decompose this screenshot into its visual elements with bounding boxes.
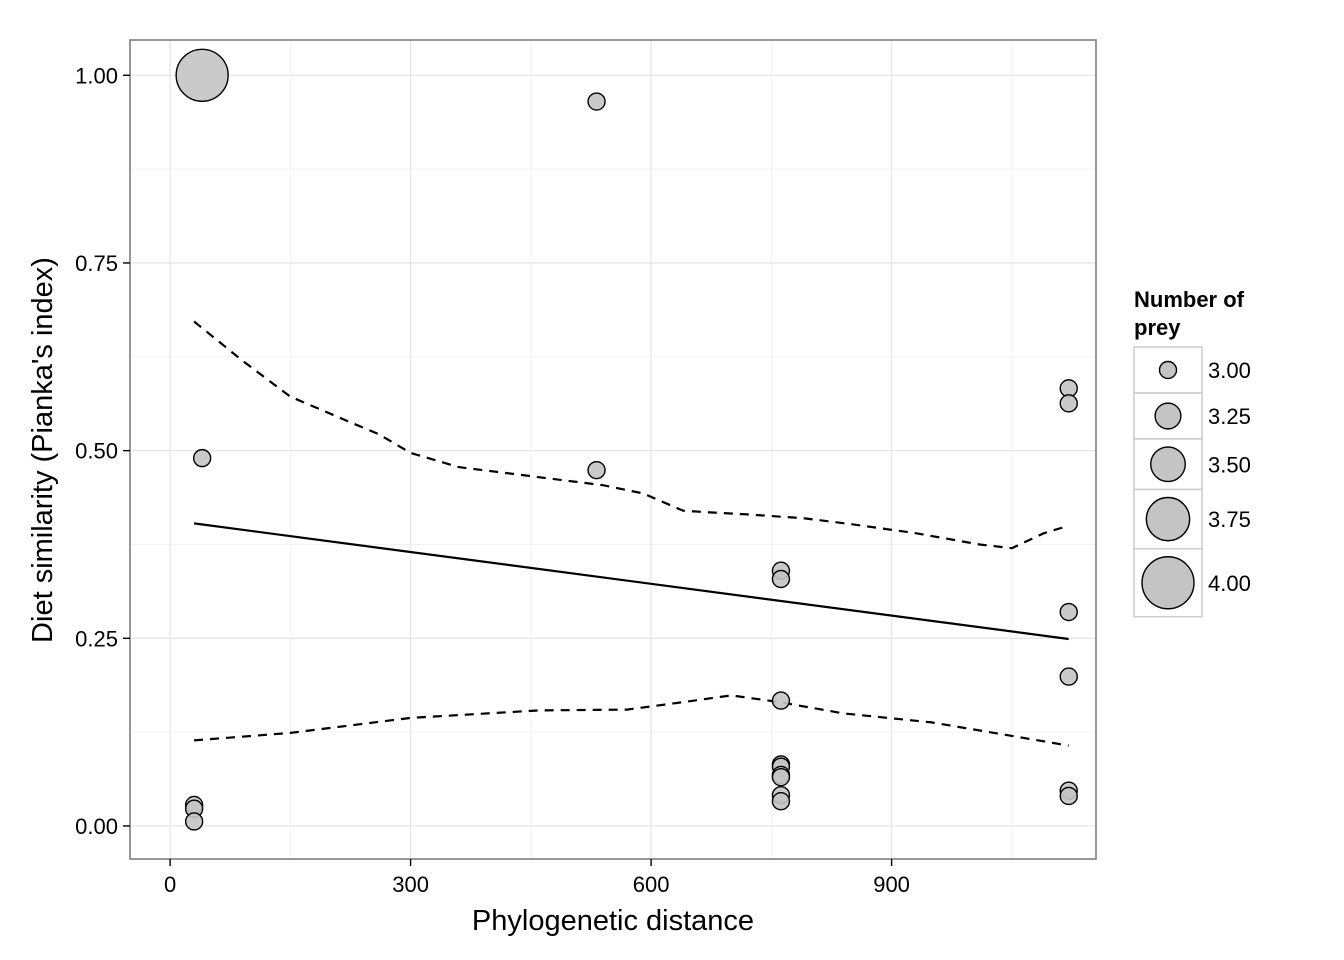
- data-point: [1059, 602, 1078, 622]
- data-point: [1059, 786, 1078, 806]
- x-tick-label: 600: [633, 872, 670, 897]
- legend-key-circle: [1150, 446, 1186, 483]
- x-tick-label: 0: [164, 872, 176, 897]
- confidence-band-line-1: [193, 320, 1070, 550]
- x-tick-label: 900: [873, 872, 910, 897]
- data-point: [184, 812, 204, 831]
- y-tick-label: 0.50: [75, 439, 118, 464]
- data-point: [587, 460, 606, 480]
- y-axis: 0.00 0.25 0.50 0.75 1.00: [75, 63, 130, 839]
- plot-border: [129, 39, 1097, 860]
- data-point: [771, 791, 791, 811]
- trend-lines: [193, 320, 1070, 747]
- data-point: [587, 92, 606, 111]
- y-axis-title: Diet similarity (Pianka's index): [27, 257, 59, 643]
- legend-title-line-1: Number of: [1134, 287, 1245, 312]
- legend-key-circle: [1158, 360, 1178, 380]
- data-point: [771, 691, 791, 710]
- fit-line: [193, 522, 1069, 641]
- data-point: [1059, 667, 1078, 686]
- legend-label: 4.00: [1208, 571, 1251, 596]
- data-points: [175, 48, 1078, 831]
- x-axis: 0 300 600 900: [164, 859, 910, 897]
- data-point: [1059, 394, 1078, 413]
- y-tick-label: 1.00: [75, 63, 118, 88]
- legend-key-circle: [1145, 496, 1191, 542]
- legend-key-circle: [1141, 556, 1195, 610]
- legend-title-line-2: prey: [1134, 315, 1181, 340]
- x-axis-title: Phylogenetic distance: [472, 905, 754, 937]
- major-gridlines: [130, 40, 1096, 859]
- legend-label: 3.50: [1208, 452, 1251, 477]
- legend-key-circle: [1154, 402, 1182, 430]
- x-tick-label: 300: [392, 872, 429, 897]
- legend: Number of prey 3.00 3.25 3.50 3.75 4.00: [1133, 287, 1251, 618]
- y-tick-label: 0.25: [75, 626, 118, 651]
- data-point: [771, 569, 791, 589]
- data-point: [175, 48, 229, 102]
- data-point: [192, 448, 212, 468]
- y-tick-label: 0.00: [75, 814, 118, 839]
- legend-label: 3.00: [1208, 358, 1251, 383]
- y-tick-label: 0.75: [75, 251, 118, 276]
- data-point: [771, 767, 791, 787]
- legend-label: 3.25: [1208, 404, 1251, 429]
- plot-panel: [130, 40, 1096, 859]
- legend-label: 3.75: [1208, 507, 1251, 532]
- confidence-band-line-2: [194, 694, 1069, 747]
- legend-keys: 3.00 3.25 3.50 3.75 4.00: [1133, 346, 1251, 618]
